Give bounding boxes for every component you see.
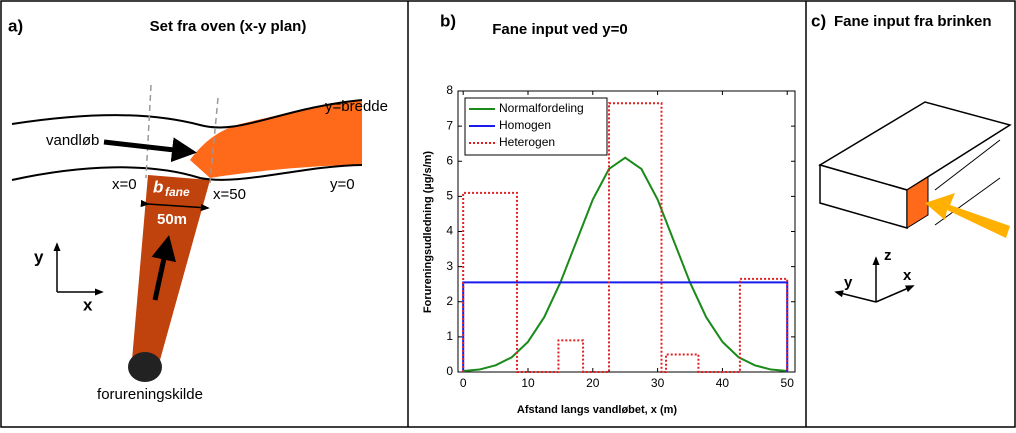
x-tick-label: 40: [716, 376, 730, 390]
panel-title: Set fra oven (x-y plan): [150, 18, 307, 35]
label: x=0: [112, 176, 137, 193]
inflow-arrow: [925, 193, 1010, 238]
x-tick-label: 50: [781, 376, 795, 390]
label: x: [83, 295, 93, 314]
axis-arrow: [875, 285, 915, 303]
bank: [11, 164, 363, 181]
x-axis-label: Afstand langs vandløbet, x (m): [517, 404, 677, 416]
label: y: [34, 247, 44, 266]
label: x=50: [213, 186, 246, 203]
y-tick-label: 8: [446, 83, 453, 97]
plume-arrow: [151, 235, 176, 301]
bank: [11, 99, 363, 129]
source: [128, 352, 162, 382]
label: b: [153, 177, 163, 196]
inflow-face: [906, 176, 929, 229]
y-tick-label: 3: [446, 259, 453, 273]
y-tick-label: 1: [446, 329, 453, 343]
width-arrow: [140, 199, 210, 212]
x-tick-label: 20: [586, 376, 600, 390]
y-tick-label: 4: [446, 224, 453, 238]
y-tick-label: 2: [446, 294, 453, 308]
river-plume: [190, 100, 362, 178]
panel-label: a): [8, 16, 23, 35]
x-tick-label: 30: [651, 376, 665, 390]
y-tick-label: 0: [446, 364, 453, 378]
label: vandløb: [46, 132, 99, 149]
y-tick-label: 6: [446, 153, 453, 167]
y-tick-label: 5: [446, 189, 453, 203]
panel-title: Fane input fra brinken: [834, 13, 992, 30]
y-axis-label: Forureningsudledning (µg/s/m): [422, 151, 434, 314]
guide: [145, 84, 152, 179]
edge: [934, 177, 1001, 226]
y-tick-label: 7: [446, 118, 453, 132]
label: y: [844, 274, 853, 291]
legend-label: Homogen: [499, 118, 551, 132]
x-tick-label: 0: [460, 376, 467, 390]
label: 50m: [157, 211, 187, 228]
label: z: [884, 247, 892, 264]
x-tick-label: 10: [521, 376, 535, 390]
label: y=bredde: [325, 98, 388, 115]
panel-b: b) Fane input ved y=0 Afstand langs vand…: [422, 11, 796, 416]
label: x: [903, 267, 912, 284]
label: forureningskilde: [97, 386, 203, 403]
label: fane: [165, 185, 190, 199]
guide: [209, 97, 219, 184]
legend-label: Heterogen: [499, 135, 555, 149]
plume: [132, 175, 210, 360]
flow-arrow: [103, 137, 197, 163]
panel-label: b): [440, 11, 456, 30]
legend-label: Normalfordeling: [499, 101, 584, 115]
panel-label: c): [811, 11, 826, 30]
edge: [934, 139, 1001, 191]
label: y=0: [330, 176, 355, 193]
chart-title: Fane input ved y=0: [492, 21, 627, 38]
panel-a: a) Set fra oven (x-y plan) vandløb y=bre…: [8, 16, 388, 402]
panel-c: c) Fane input fra brinken z y x: [811, 11, 1012, 303]
axis-arrow: [834, 290, 877, 303]
